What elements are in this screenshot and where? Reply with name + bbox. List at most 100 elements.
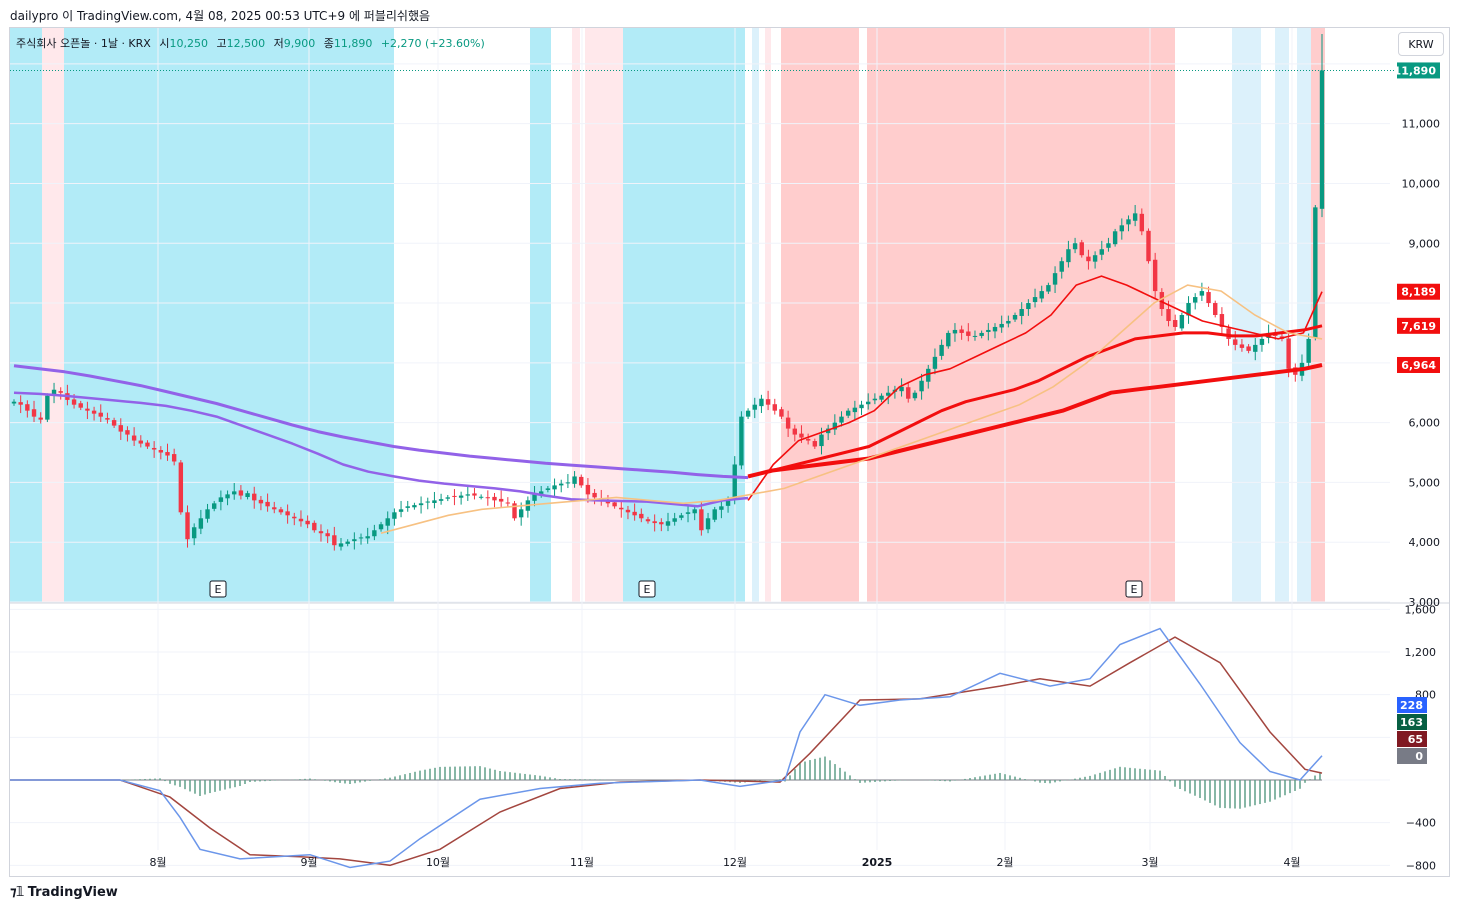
candle	[125, 426, 130, 442]
price-tick-label: 9,000	[1409, 237, 1441, 250]
candle-body	[785, 417, 791, 429]
candle-body	[946, 332, 951, 347]
candle-body	[1226, 328, 1231, 339]
candle-body	[518, 509, 524, 518]
candle	[579, 474, 584, 488]
macd-value-label: 163	[1397, 714, 1427, 730]
moving-averages	[13, 275, 1323, 534]
change-value: +2,270 (+23.60%)	[380, 37, 485, 50]
candle-body	[285, 511, 290, 516]
candle	[572, 471, 577, 488]
tradingview-logo[interactable]: ⁊𝟙 TradingView	[10, 885, 118, 900]
candle-body	[1052, 273, 1058, 285]
candle-body	[579, 476, 584, 486]
price-label-box	[1397, 356, 1440, 373]
candle-body	[378, 524, 384, 530]
grid-lines	[10, 28, 1449, 866]
candle	[425, 497, 430, 510]
candle-body	[699, 509, 704, 531]
candle	[592, 489, 597, 505]
candle	[1172, 314, 1178, 331]
candle	[946, 330, 951, 349]
candle	[585, 478, 591, 503]
macd-value-text: 163	[1400, 716, 1423, 729]
candle-body	[171, 454, 177, 462]
candle	[779, 406, 784, 420]
candle-body	[1179, 315, 1185, 329]
candle	[458, 491, 464, 505]
candle-body	[1066, 249, 1071, 263]
currency-button[interactable]: KRW	[1398, 32, 1444, 56]
price-tick-label: 4,000	[1409, 536, 1441, 549]
macd-tick-label: 1,600	[1405, 603, 1437, 616]
candle	[1239, 339, 1245, 352]
candle	[1206, 286, 1211, 307]
price-labels: 11,890 8,189 7,619 6,964	[1394, 62, 1440, 373]
candle	[1086, 249, 1091, 270]
price-label-box	[1397, 317, 1440, 334]
candle-body	[639, 513, 644, 519]
candle	[1293, 363, 1298, 382]
macd-tick-label: −800	[1406, 859, 1436, 872]
candle-body	[1259, 338, 1265, 345]
candle	[652, 514, 657, 532]
candle-body	[218, 497, 224, 502]
candle	[298, 510, 304, 527]
candle-body	[278, 509, 284, 513]
candle	[265, 493, 270, 512]
candle	[912, 390, 918, 401]
candle-body	[532, 494, 537, 501]
candle-body	[679, 515, 684, 518]
candle	[472, 488, 477, 500]
candle	[859, 400, 864, 416]
earnings-marker-label: E	[215, 583, 222, 596]
candle	[205, 503, 210, 523]
candle	[532, 486, 537, 507]
time-tick-label: 3월	[1141, 856, 1158, 869]
candle	[719, 499, 724, 519]
candle-body	[665, 521, 671, 526]
candle-body	[966, 331, 971, 336]
candle	[465, 486, 470, 501]
candle-body	[485, 497, 491, 499]
candle	[832, 414, 838, 435]
candle	[178, 460, 184, 515]
candle-body	[1072, 243, 1078, 250]
candle	[839, 411, 844, 427]
candle-body	[372, 530, 377, 537]
candle	[272, 501, 277, 514]
candle-body	[625, 509, 631, 513]
candle	[752, 397, 757, 419]
candle	[1139, 208, 1145, 236]
ma-line-orange	[380, 284, 1323, 534]
candle-body	[118, 425, 123, 432]
candle-body	[312, 522, 317, 531]
candle-body	[1012, 315, 1018, 320]
macd-value-label: 228	[1397, 697, 1427, 713]
candle	[625, 505, 631, 520]
macd-pane	[10, 627, 1323, 869]
candle-body	[725, 500, 731, 506]
candle	[111, 417, 117, 429]
candle	[979, 330, 984, 339]
candle	[886, 385, 891, 405]
candle-body	[232, 491, 237, 495]
candle-body	[659, 522, 664, 525]
candle-body	[1086, 256, 1091, 262]
candle	[412, 502, 417, 510]
candle	[1026, 299, 1031, 316]
candle-body	[405, 506, 410, 508]
time-tick-label: 2025	[862, 856, 893, 869]
bg-band-7	[752, 28, 759, 602]
candle-body	[745, 410, 751, 417]
candle	[919, 373, 924, 400]
close-label: 종	[323, 37, 334, 50]
candle	[745, 408, 751, 420]
chart-frame	[9, 27, 1450, 877]
candle-body	[1159, 292, 1165, 310]
candle-body	[1246, 346, 1251, 351]
candle-body	[158, 450, 164, 453]
candle	[358, 533, 364, 545]
candle	[792, 424, 797, 442]
